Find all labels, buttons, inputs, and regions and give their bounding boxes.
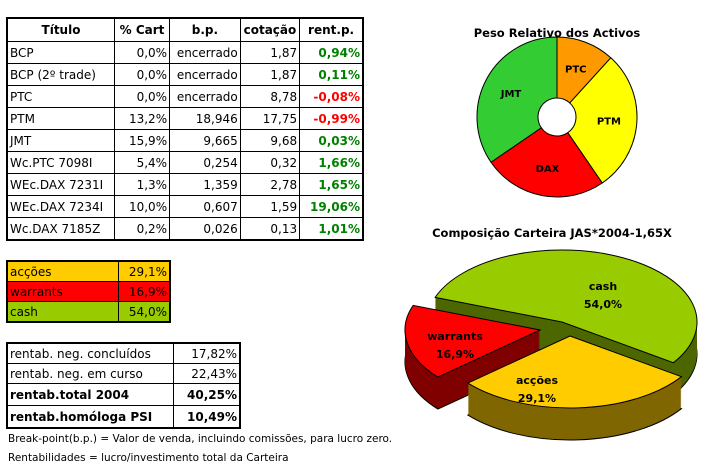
legend-value: 16,9%	[118, 281, 171, 302]
note-returns: Rentabilidades = lucro/investimento tota…	[8, 452, 289, 464]
pie3d-value: 54,0%	[584, 298, 622, 311]
table-row: WEc.DAX 7234I 10,0% 0,607 1,59 19,06%	[6, 195, 364, 218]
title-cell: BCP (2º trade)	[6, 63, 115, 86]
title-cell: Wc.DAX 7185Z	[6, 217, 115, 241]
return-cell: 0,11%	[299, 63, 364, 86]
column-header: % Cart	[113, 17, 171, 42]
pie3d-slice-warrants	[404, 304, 542, 410]
break-point-cell: 9,665	[169, 129, 241, 152]
stats-row: rentab.homóloga PSI 10,49%	[6, 405, 241, 429]
price-cell: 1,87	[239, 63, 301, 86]
donut-slice-dax	[490, 127, 603, 198]
return-cell: 1,01%	[299, 217, 364, 241]
stats-value: 40,25%	[173, 383, 241, 406]
break-point-cell: encerrado	[169, 41, 241, 64]
price-cell: 0,32	[239, 151, 301, 174]
donut-label: PTC	[565, 64, 587, 75]
table-row: JMT 15,9% 9,665 9,68 0,03%	[6, 129, 364, 152]
allocation-legend-table: acções 29,1% warrants 16,9% cash 54,0%	[6, 260, 171, 323]
break-point-cell: encerrado	[169, 85, 241, 108]
price-cell: 2,78	[239, 173, 301, 196]
positions-table: Título% Cart b.p. cotação rent.p. BCP 0,0% en…	[6, 17, 364, 241]
stats-row: rentab.total 2004 40,25%	[6, 383, 241, 406]
break-point-cell: 0,607	[169, 195, 241, 218]
table-row: BCP (2º trade) 0,0% encerrado 1,87 0,11%	[6, 63, 364, 86]
pie3d-title: Composição Carteira JAS*2004-1,65X	[432, 226, 672, 240]
table-row: PTM 13,2% 18,946 17,75 -0,99%	[6, 107, 364, 130]
return-cell: 0,94%	[299, 41, 364, 64]
donut-label: DAX	[536, 164, 560, 175]
return-cell: -0,99%	[299, 107, 364, 130]
note-break-point: Break-point(b.p.) = Valor de venda, incl…	[8, 433, 393, 445]
pie3d-value: 16,9%	[436, 348, 474, 361]
legend-row: cash 54,0%	[6, 301, 171, 323]
returns-table: rentab. neg. concluídos 17,82% rentab. neg…	[6, 342, 241, 429]
break-point-cell: 0,026	[169, 217, 241, 241]
pie3d-value: 29,1%	[518, 392, 556, 405]
table-row: WEc.DAX 7231I 1,3% 1,359 2,78 1,65%	[6, 173, 364, 196]
break-point-cell: encerrado	[169, 63, 241, 86]
stats-row: rentab. neg. em curso 22,43%	[6, 363, 241, 384]
table-row: PTC 0,0% encerrado 8,78 -0,08%	[6, 85, 364, 108]
price-cell: 1,59	[239, 195, 301, 218]
table-row: BCP 0,0% encerrado 1,87 0,94%	[6, 41, 364, 64]
pie3d-label: acções	[516, 374, 558, 387]
break-point-cell: 1,359	[169, 173, 241, 196]
legend-row: acções 29,1%	[6, 260, 171, 282]
donut-label: PTM	[597, 117, 621, 128]
title-cell: WEc.DAX 7234I	[6, 195, 115, 218]
stats-label: rentab.total 2004	[6, 383, 174, 406]
donut-slice-jmt	[476, 36, 558, 163]
column-header: rent.p.	[299, 17, 364, 42]
legend-label: warrants	[6, 281, 119, 302]
pie3d-label: warrants	[427, 330, 483, 343]
weight-cell: 10,0%	[113, 195, 171, 218]
stats-label: rentab.homóloga PSI	[6, 405, 174, 429]
stats-value: 22,43%	[173, 363, 241, 384]
pie3d-slice-acções	[466, 335, 683, 441]
stats-value: 10,49%	[173, 405, 241, 429]
stats-label: rentab. neg. em curso	[6, 363, 174, 384]
donut-label: JMT	[500, 89, 522, 100]
price-cell: 0,13	[239, 217, 301, 241]
return-cell: 19,06%	[299, 195, 364, 218]
legend-label: cash	[6, 301, 119, 323]
pie3d-label: cash	[589, 280, 617, 293]
weight-cell: 0,2%	[113, 217, 171, 241]
table-row: Wc.DAX 7185Z 0,2% 0,026 0,13 1,01%	[6, 217, 364, 241]
legend-value: 54,0%	[118, 301, 171, 323]
legend-row: warrants 16,9%	[6, 281, 171, 302]
donut-title: Peso Relativo dos Activos	[474, 26, 641, 40]
donut-slice-ptm	[567, 57, 638, 184]
